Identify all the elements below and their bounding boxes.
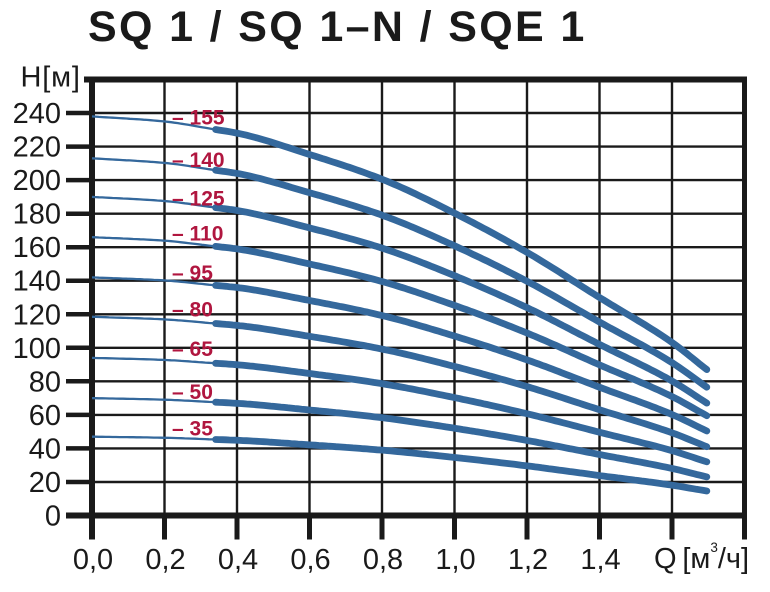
svg-text:40: 40 bbox=[29, 433, 61, 465]
svg-text:0,6: 0,6 bbox=[290, 544, 330, 576]
svg-text:0: 0 bbox=[45, 501, 61, 533]
svg-text:– 95: – 95 bbox=[172, 262, 213, 285]
svg-text:– 80: – 80 bbox=[172, 298, 213, 321]
svg-text:1,4: 1,4 bbox=[580, 544, 620, 576]
svg-text:200: 200 bbox=[13, 165, 61, 197]
svg-text:1,0: 1,0 bbox=[435, 544, 475, 576]
svg-text:– 125: – 125 bbox=[172, 187, 225, 210]
svg-text:0,0: 0,0 bbox=[73, 544, 113, 576]
svg-text:1,2: 1,2 bbox=[508, 544, 548, 576]
svg-text:– 50: – 50 bbox=[172, 381, 213, 404]
svg-text:180: 180 bbox=[13, 199, 61, 231]
svg-text:– 140: – 140 bbox=[172, 149, 225, 172]
svg-text:0,2: 0,2 bbox=[145, 544, 185, 576]
svg-text:220: 220 bbox=[13, 132, 61, 164]
svg-text:– 35: – 35 bbox=[172, 417, 213, 440]
svg-text:80: 80 bbox=[29, 366, 61, 398]
svg-text:60: 60 bbox=[29, 400, 61, 432]
svg-text:– 110: – 110 bbox=[172, 222, 223, 245]
svg-text:0,4: 0,4 bbox=[218, 544, 258, 576]
svg-text:– 155: – 155 bbox=[172, 106, 225, 129]
svg-text:H[м]: H[м] bbox=[21, 62, 81, 94]
svg-text:100: 100 bbox=[13, 333, 61, 365]
svg-text:160: 160 bbox=[13, 232, 61, 264]
svg-text:20: 20 bbox=[29, 467, 61, 499]
svg-text:– 65: – 65 bbox=[172, 338, 213, 361]
svg-text:120: 120 bbox=[13, 299, 61, 331]
svg-text:Q [м3/ч]: Q [м3/ч] bbox=[654, 540, 749, 575]
svg-text:0,8: 0,8 bbox=[363, 544, 403, 576]
svg-text:240: 240 bbox=[13, 98, 61, 130]
svg-text:140: 140 bbox=[13, 266, 61, 298]
